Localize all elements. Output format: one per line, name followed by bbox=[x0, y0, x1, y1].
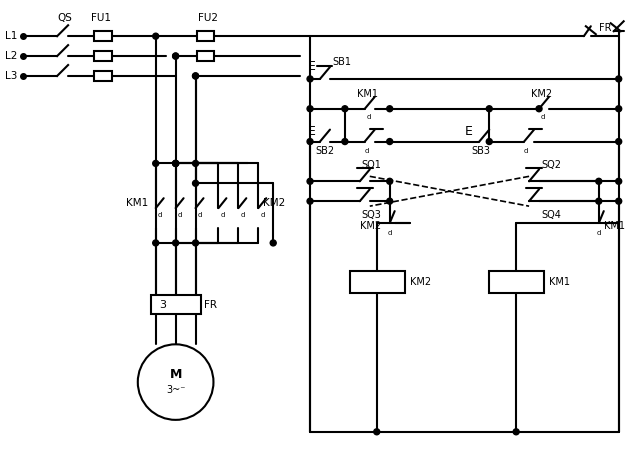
Text: L1: L1 bbox=[5, 31, 18, 41]
Text: 3: 3 bbox=[159, 300, 166, 310]
Circle shape bbox=[486, 138, 492, 144]
Circle shape bbox=[153, 240, 159, 246]
Text: FR: FR bbox=[599, 23, 611, 33]
Text: d: d bbox=[524, 149, 529, 155]
Text: d: d bbox=[241, 212, 244, 218]
Text: d: d bbox=[157, 212, 162, 218]
Circle shape bbox=[486, 106, 492, 112]
Text: SQ1: SQ1 bbox=[362, 160, 381, 170]
Text: d: d bbox=[220, 212, 225, 218]
Bar bbox=[489, 271, 544, 293]
Circle shape bbox=[307, 138, 313, 144]
Text: L2: L2 bbox=[5, 51, 18, 61]
Circle shape bbox=[307, 76, 313, 82]
Circle shape bbox=[374, 429, 380, 435]
Text: 3~⁻: 3~⁻ bbox=[166, 385, 186, 395]
Text: FU1: FU1 bbox=[91, 13, 111, 23]
Text: E: E bbox=[308, 61, 316, 74]
Text: d: d bbox=[541, 114, 545, 120]
Circle shape bbox=[616, 76, 621, 82]
Circle shape bbox=[616, 138, 621, 144]
Text: SQ4: SQ4 bbox=[541, 210, 561, 220]
Circle shape bbox=[193, 160, 198, 166]
Text: d: d bbox=[367, 114, 371, 120]
Circle shape bbox=[387, 106, 393, 112]
Text: E: E bbox=[465, 125, 472, 138]
Circle shape bbox=[193, 180, 198, 186]
Circle shape bbox=[616, 198, 621, 204]
Circle shape bbox=[307, 198, 313, 204]
Text: d: d bbox=[178, 212, 182, 218]
Circle shape bbox=[342, 106, 348, 112]
Circle shape bbox=[616, 106, 621, 112]
Text: KM2: KM2 bbox=[531, 89, 552, 99]
Circle shape bbox=[387, 178, 393, 184]
Circle shape bbox=[596, 178, 602, 184]
Bar bbox=[196, 31, 214, 41]
Circle shape bbox=[513, 429, 519, 435]
Circle shape bbox=[616, 178, 621, 184]
Text: d: d bbox=[365, 149, 369, 155]
Circle shape bbox=[193, 73, 198, 79]
Text: SB3: SB3 bbox=[471, 146, 490, 156]
Circle shape bbox=[596, 198, 602, 204]
Circle shape bbox=[153, 33, 159, 39]
Circle shape bbox=[173, 240, 179, 246]
Bar bbox=[94, 31, 112, 41]
Circle shape bbox=[173, 53, 179, 59]
Text: L3: L3 bbox=[5, 71, 18, 81]
Text: d: d bbox=[198, 212, 202, 218]
Circle shape bbox=[173, 160, 179, 166]
Circle shape bbox=[387, 198, 393, 204]
Circle shape bbox=[270, 240, 276, 246]
Text: E: E bbox=[308, 125, 316, 138]
Bar bbox=[94, 71, 112, 81]
Circle shape bbox=[536, 106, 542, 112]
Circle shape bbox=[173, 160, 179, 166]
Circle shape bbox=[193, 240, 198, 246]
Text: SQ3: SQ3 bbox=[362, 210, 381, 220]
Text: QS: QS bbox=[57, 13, 72, 23]
Text: KM1: KM1 bbox=[549, 277, 570, 287]
Bar bbox=[196, 51, 214, 61]
Text: KM1: KM1 bbox=[357, 89, 378, 99]
Text: KM2: KM2 bbox=[263, 198, 285, 208]
Text: SQ2: SQ2 bbox=[541, 160, 561, 170]
Circle shape bbox=[387, 138, 393, 144]
Bar bbox=[151, 294, 200, 314]
Text: FR: FR bbox=[204, 300, 216, 310]
Text: d: d bbox=[260, 212, 264, 218]
Text: FU2: FU2 bbox=[198, 13, 218, 23]
Text: M: M bbox=[170, 368, 182, 381]
Text: d: d bbox=[388, 230, 392, 236]
Circle shape bbox=[193, 73, 198, 79]
Text: KM1: KM1 bbox=[604, 221, 625, 231]
Text: KM2: KM2 bbox=[410, 277, 431, 287]
Bar bbox=[350, 271, 404, 293]
Bar bbox=[94, 51, 112, 61]
Circle shape bbox=[153, 160, 159, 166]
Circle shape bbox=[173, 160, 179, 166]
Text: d: d bbox=[596, 230, 601, 236]
Text: SB2: SB2 bbox=[315, 146, 334, 156]
Text: KM2: KM2 bbox=[360, 221, 381, 231]
Text: SB1: SB1 bbox=[332, 57, 351, 67]
Circle shape bbox=[342, 138, 348, 144]
Text: KM1: KM1 bbox=[126, 198, 148, 208]
Circle shape bbox=[138, 344, 214, 420]
Circle shape bbox=[307, 178, 313, 184]
Circle shape bbox=[173, 53, 179, 59]
Circle shape bbox=[307, 106, 313, 112]
